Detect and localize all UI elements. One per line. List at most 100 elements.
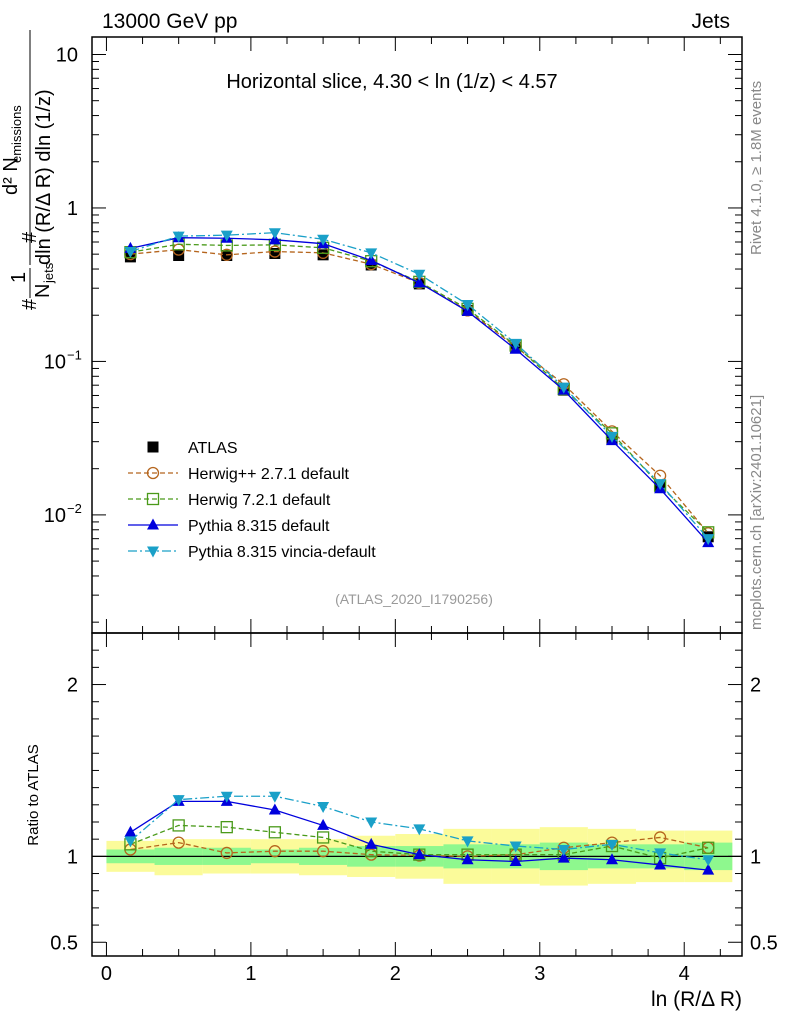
data-point-vincia	[461, 299, 474, 311]
data-point-vincia	[509, 338, 522, 350]
legend-label-vincia: Pythia 8.315 vincia-default	[188, 544, 376, 561]
ratio-point-vincia	[413, 824, 426, 836]
ratio-point-pythia	[317, 818, 330, 830]
legend-entry-atlas: ATLAS	[147, 440, 238, 457]
legend-entry-vincia: Pythia 8.315 vincia-default	[128, 544, 376, 561]
ylabel-numerator: d² N	[0, 157, 22, 195]
ratio-point-vincia	[317, 802, 330, 814]
data-point-vincia	[124, 247, 137, 259]
data-point-vincia	[172, 231, 185, 243]
ratio-y-tick-label-right: 2	[750, 675, 761, 697]
x-tick-label: 1	[245, 963, 256, 985]
main-y-tick-label: 10	[44, 505, 66, 527]
series-vincia	[124, 228, 715, 546]
ratio-point-vincia	[702, 855, 715, 867]
ratio-point-vincia	[509, 841, 522, 853]
rivet-label: Rivet 4.1.0, ≥ 1.8M events	[748, 81, 765, 255]
ratio-point-herwig_pp	[220, 846, 233, 860]
ratio-point-vincia	[268, 791, 281, 803]
ratio-plot-panel: 0.5 0.5 1 1 2 2 0 1 2 3 4	[50, 632, 778, 985]
legend-label-herwig7: Herwig 7.2.1 default	[188, 492, 331, 509]
ratio-point-herwig7	[702, 841, 715, 854]
plot-title: Horizontal slice, 4.30 < ln (1/z) < 4.57	[226, 71, 557, 93]
ratio-point-vincia	[220, 791, 233, 803]
data-point-atlas	[269, 247, 281, 259]
main-y-tick-exponent: −1	[67, 347, 82, 362]
ratio-point-pythia	[557, 851, 570, 863]
legend-entry-herwig7: Herwig 7.2.1 default	[128, 492, 331, 509]
x-axis-label: ln (R/Δ R)	[651, 988, 742, 1011]
data-point-vincia	[654, 479, 667, 491]
ratio-point-vincia	[172, 795, 185, 807]
x-tick-label: 2	[390, 963, 401, 985]
header-left: 13000 GeV pp	[102, 10, 237, 33]
reference-note: (ATLAS_2020_I1790256)	[335, 591, 493, 607]
data-point-atlas	[317, 249, 329, 261]
ratio-point-pythia	[461, 853, 474, 865]
data-point-pythia	[365, 253, 378, 265]
legend-marker-herwig_pp	[146, 466, 160, 480]
main-y-tick-label: 10	[44, 351, 66, 373]
ratio-frame	[91, 632, 743, 957]
ylabel-n: N	[32, 284, 54, 298]
ylabel-hash-1: #	[19, 298, 41, 310]
ratio-y-axis-label: Ratio to ATLAS	[25, 744, 42, 845]
legend-label-pythia: Pythia 8.315 default	[188, 518, 330, 535]
series-line-herwig_pp	[130, 248, 709, 534]
series-line-herwig7	[130, 243, 709, 533]
legend: ATLAS Herwig++ 2.7.1 default Herwig 7.2.1 …	[128, 440, 376, 561]
ratio-point-pythia	[702, 863, 715, 875]
ratio-point-herwig7	[316, 831, 330, 844]
ratio-point-vincia	[461, 836, 474, 848]
ratio-point-herwig7	[220, 820, 233, 834]
ratio-y-tick-label-right: 0.5	[750, 932, 778, 954]
data-point-vincia	[606, 431, 618, 443]
data-point-vincia	[268, 228, 281, 240]
data-point-vincia	[557, 382, 570, 394]
data-point-herwig_pp	[268, 245, 282, 258]
ratio-series-vincia	[124, 791, 715, 867]
ratio-point-herwig7	[172, 819, 185, 832]
data-point-vincia	[702, 534, 715, 546]
data-point-herwig_pp	[220, 248, 233, 261]
x-tick-label: 0	[101, 963, 112, 985]
ratio-y-tick-label: 2	[67, 675, 78, 697]
data-point-atlas	[221, 250, 233, 262]
header-right: Jets	[691, 10, 730, 33]
main-y-tick-label: 10	[56, 44, 78, 66]
legend-marker-herwig7	[146, 492, 160, 506]
legend-label-atlas: ATLAS	[188, 440, 238, 457]
ratio-point-herwig_pp	[172, 836, 185, 849]
legend-marker-atlas	[147, 441, 159, 453]
main-y-axis-label: # 1 N jets # d² N emissions dln (R/Δ R) …	[0, 30, 56, 310]
data-point-vincia	[365, 248, 378, 260]
legend-marker-vincia	[147, 546, 159, 558]
data-point-atlas	[365, 259, 377, 271]
ratio-point-pythia	[413, 848, 426, 860]
data-point-vincia	[220, 230, 233, 242]
main-y-tick-label: 1	[67, 198, 78, 220]
data-point-vincia	[413, 269, 426, 281]
legend-entry-herwig_pp: Herwig++ 2.7.1 default	[128, 466, 350, 483]
legend-label-herwig_pp: Herwig++ 2.7.1 default	[188, 466, 350, 483]
ratio-point-vincia	[557, 844, 570, 856]
ratio-point-vincia	[606, 839, 618, 851]
x-tick-label: 4	[679, 963, 690, 985]
data-point-pythia	[413, 276, 426, 288]
x-tick-label: 3	[534, 963, 545, 985]
legend-marker-pythia	[147, 518, 159, 530]
ratio-point-pythia	[654, 858, 667, 870]
ratio-point-vincia	[654, 848, 667, 860]
ratio-point-herwig_pp	[653, 831, 667, 844]
ratio-ticks	[92, 633, 742, 956]
ratio-point-pythia	[509, 855, 522, 867]
ratio-point-herwig_pp	[316, 845, 330, 858]
ylabel-denominator: dln (R/Δ R) dln (1/z)	[33, 89, 55, 265]
main-y-ticks	[92, 37, 742, 633]
ratio-point-pythia	[365, 837, 378, 849]
main-y-tick-exponent: −2	[67, 501, 82, 516]
mcplots-label: mcplots.cern.ch [arXiv:2401.10621]	[748, 395, 765, 630]
ratio-point-pythia	[268, 803, 281, 815]
